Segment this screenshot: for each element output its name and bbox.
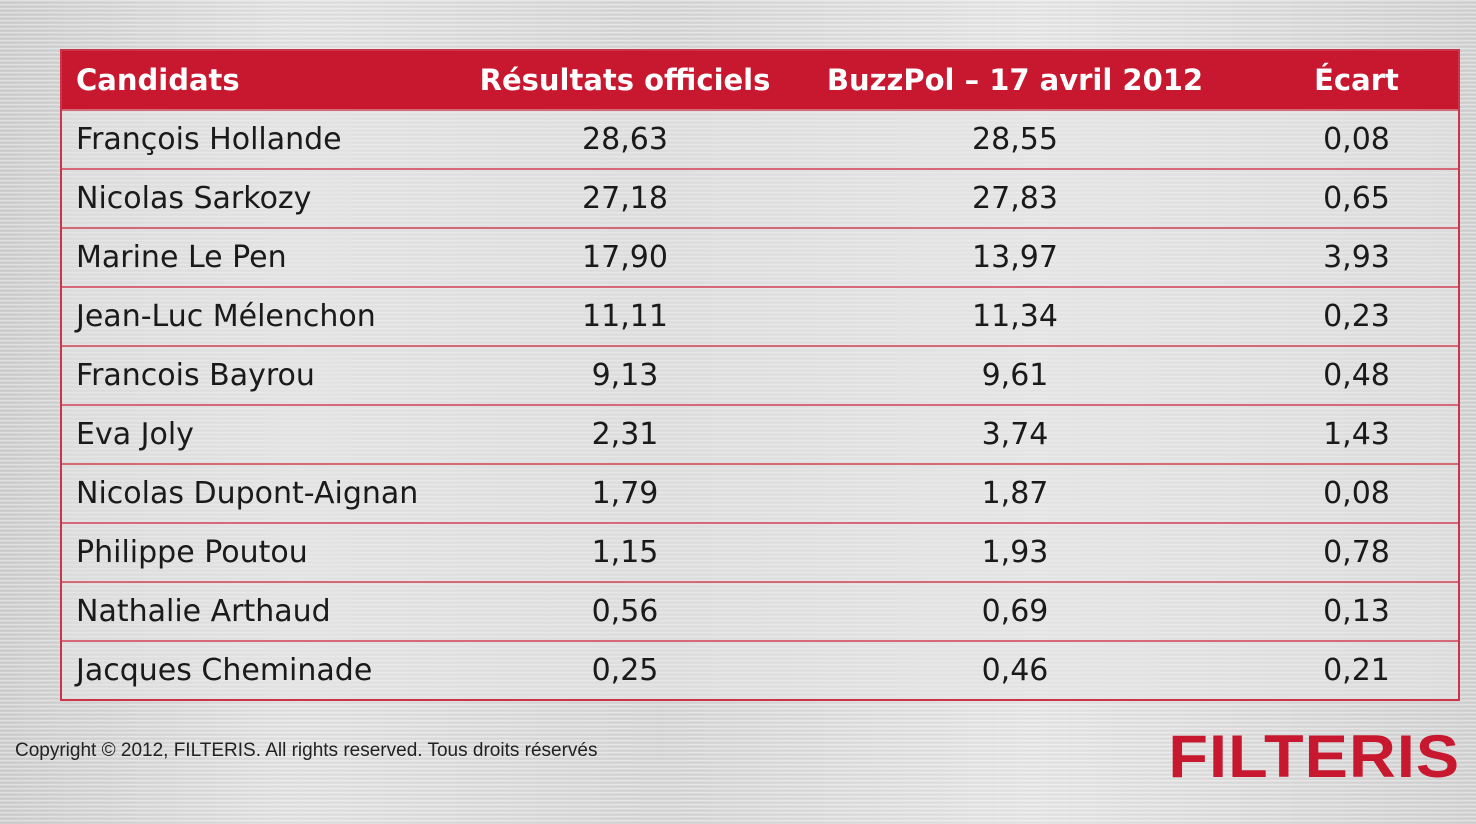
cell-official-result: 9,13 [591,358,659,393]
cell-buzzpol-result: 0,69 [981,594,1049,629]
table-row: Nicolas Dupont-Aignan 1,79 1,87 0,08 [62,463,1458,522]
cell-buzzpol-result: 13,97 [972,240,1058,275]
cell-buzzpol-result: 27,83 [972,181,1058,216]
cell-buzzpol-result: 1,93 [981,535,1049,570]
table-row: Francois Bayrou 9,13 9,61 0,48 [62,345,1458,404]
table-row: Nathalie Arthaud 0,56 0,69 0,13 [62,581,1458,640]
cell-candidate-name: Nicolas Sarkozy [76,181,312,216]
table-row: Eva Joly 2,31 3,74 1,43 [62,404,1458,463]
cell-official-result: 1,79 [591,476,659,511]
cell-gap: 0,78 [1323,535,1390,570]
table-header-row: Candidats Résultats officiels BuzzPol – … [62,51,1458,109]
table-body: François Hollande 28,63 28,55 0,08 Nicolas S… [62,109,1458,699]
header-candidats: Candidats [76,63,240,97]
cell-gap: 1,43 [1323,417,1390,452]
cell-official-result: 0,25 [591,653,659,688]
cell-official-result: 17,90 [582,240,668,275]
cell-buzzpol-result: 0,46 [981,653,1049,688]
table-row: François Hollande 28,63 28,55 0,08 [62,109,1458,168]
cell-candidate-name: Jacques Cheminade [76,653,373,688]
cell-candidate-name: Nathalie Arthaud [76,594,331,629]
cell-official-result: 2,31 [591,417,659,452]
cell-gap: 3,93 [1323,240,1390,275]
cell-official-result: 11,11 [582,299,668,334]
cell-official-result: 0,56 [591,594,659,629]
table-row: Nicolas Sarkozy 27,18 27,83 0,65 [62,168,1458,227]
copyright-notice: Copyright © 2012, FILTERIS. All rights r… [15,740,598,761]
cell-gap: 0,08 [1323,476,1390,511]
cell-candidate-name: Eva Joly [76,417,194,452]
cell-gap: 0,21 [1323,653,1390,688]
cell-candidate-name: Marine Le Pen [76,240,287,275]
table-row: Marine Le Pen 17,90 13,97 3,93 [62,227,1458,286]
cell-official-result: 27,18 [582,181,668,216]
cell-candidate-name: François Hollande [76,122,342,157]
header-resultats-officiels: Résultats officiels [479,63,771,97]
filteris-logo: FILTERIS [1168,723,1460,790]
cell-buzzpol-result: 28,55 [972,122,1058,157]
cell-candidate-name: Francois Bayrou [76,358,315,393]
cell-gap: 0,48 [1323,358,1390,393]
cell-buzzpol-result: 9,61 [981,358,1049,393]
table-row: Jacques Cheminade 0,25 0,46 0,21 [62,640,1458,699]
table-row: Jean-Luc Mélenchon 11,11 11,34 0,23 [62,286,1458,345]
cell-gap: 0,65 [1323,181,1390,216]
header-buzzpol: BuzzPol – 17 avril 2012 [826,63,1204,97]
cell-official-result: 1,15 [591,535,659,570]
cell-candidate-name: Nicolas Dupont-Aignan [76,476,419,511]
cell-candidate-name: Philippe Poutou [76,535,308,570]
header-ecart: Écart [1314,63,1399,97]
cell-gap: 0,08 [1323,122,1390,157]
cell-buzzpol-result: 3,74 [981,417,1049,452]
table-row: Philippe Poutou 1,15 1,93 0,78 [62,522,1458,581]
cell-official-result: 28,63 [582,122,668,157]
cell-buzzpol-result: 1,87 [981,476,1049,511]
results-table: Candidats Résultats officiels BuzzPol – … [60,49,1460,701]
cell-gap: 0,13 [1323,594,1390,629]
cell-candidate-name: Jean-Luc Mélenchon [76,299,376,334]
cell-buzzpol-result: 11,34 [972,299,1058,334]
cell-gap: 0,23 [1323,299,1390,334]
